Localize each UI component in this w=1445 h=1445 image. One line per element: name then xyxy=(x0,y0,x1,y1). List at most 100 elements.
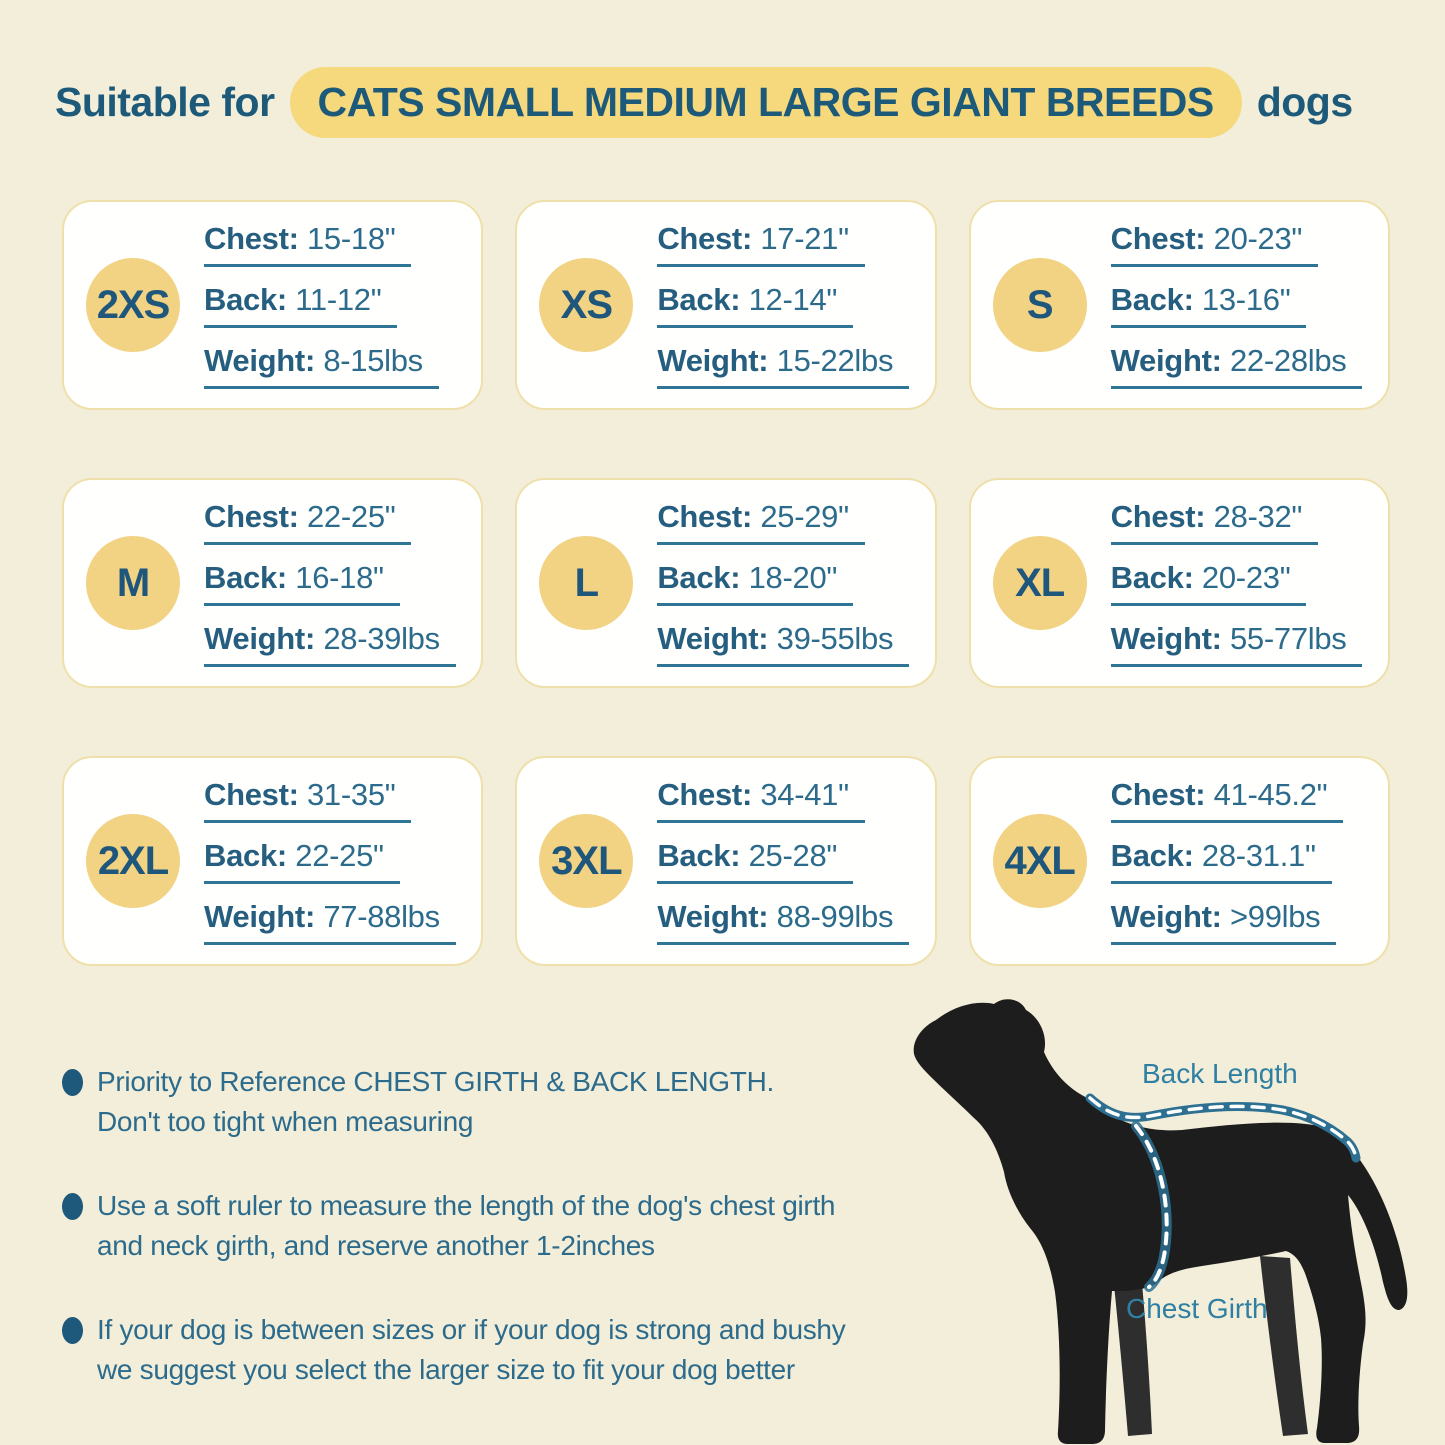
note-item: Use a soft ruler to measure the length o… xyxy=(62,1186,962,1266)
back-value: 11-12" xyxy=(295,282,382,317)
bullet-icon xyxy=(62,1069,83,1096)
back-value: 12-14" xyxy=(748,282,838,317)
spec-chest: Chest: 31-35" xyxy=(204,777,412,823)
weight-value: 88-99lbs xyxy=(776,899,894,934)
note-text: Use a soft ruler to measure the length o… xyxy=(97,1190,836,1261)
weight-label: Weight: xyxy=(204,343,315,378)
size-specs: Chest: 20-23" Back: 13-16" Weight: 22-28… xyxy=(1110,221,1363,389)
weight-label: Weight: xyxy=(657,899,769,934)
note-text: If your dog is between sizes or if your … xyxy=(97,1314,846,1385)
note-item: If your dog is between sizes or if your … xyxy=(62,1310,962,1390)
back-label: Back: xyxy=(657,560,741,595)
chest-value: 17-21" xyxy=(760,221,849,256)
size-badge: 3XL xyxy=(539,814,634,908)
weight-value: 55-77lbs xyxy=(1229,621,1347,656)
back-length-label: Back Length xyxy=(1142,1058,1298,1089)
spec-back: Back: 16-18" xyxy=(204,560,400,606)
spec-chest: Chest: 25-29" xyxy=(657,499,865,545)
size-badge: 2XS xyxy=(86,258,180,352)
size-specs: Chest: 31-35" Back: 22-25" Weight: 77-88… xyxy=(204,777,456,945)
measuring-notes: Priority to Reference CHEST GIRTH & BACK… xyxy=(62,1062,962,1434)
back-value: 25-28" xyxy=(748,838,838,873)
size-badge: S xyxy=(992,258,1087,352)
spec-back: Back: 12-14" xyxy=(657,282,854,328)
title-highlight-pill: CATS SMALL MEDIUM LARGE GIANT BREEDS xyxy=(289,66,1242,138)
size-badge: M xyxy=(86,536,180,630)
spec-weight: Weight: 22-28lbs xyxy=(1110,343,1363,389)
chest-label: Chest: xyxy=(657,221,752,256)
weight-label: Weight: xyxy=(1110,343,1222,378)
chest-value: 15-18" xyxy=(306,221,396,256)
weight-label: Weight: xyxy=(1110,621,1222,656)
chest-label: Chest: xyxy=(204,777,299,812)
chest-girth-dashes xyxy=(1134,1124,1169,1289)
spec-back: Back: 22-25" xyxy=(204,838,400,884)
spec-chest: Chest: 17-21" xyxy=(657,221,865,267)
size-specs: Chest: 25-29" Back: 18-20" Weight: 39-55… xyxy=(657,499,910,667)
spec-weight: Weight: 39-55lbs xyxy=(657,621,910,667)
chest-value: 41-45.2" xyxy=(1213,777,1328,812)
bullet-icon xyxy=(62,1317,83,1344)
spec-weight: Weight: 55-77lbs xyxy=(1110,621,1363,667)
size-specs: Chest: 28-32" Back: 20-23" Weight: 55-77… xyxy=(1110,499,1363,667)
title-suffix: dogs xyxy=(1256,78,1353,125)
weight-value: >99lbs xyxy=(1229,899,1321,934)
spec-chest: Chest: 34-41" xyxy=(657,777,865,823)
chest-label: Chest: xyxy=(1110,777,1206,812)
weight-value: 22-28lbs xyxy=(1229,343,1347,378)
back-value: 18-20" xyxy=(748,560,838,595)
chest-label: Chest: xyxy=(204,221,299,256)
back-label: Back: xyxy=(1110,560,1194,595)
chest-value: 31-35" xyxy=(306,777,396,812)
spec-back: Back: 25-28" xyxy=(657,838,854,884)
chest-value: 22-25" xyxy=(306,499,396,534)
back-value: 28-31.1" xyxy=(1201,838,1316,873)
bullet-icon xyxy=(62,1193,83,1220)
chest-label: Chest: xyxy=(204,499,299,534)
weight-label: Weight: xyxy=(657,621,769,656)
chest-label: Chest: xyxy=(657,777,752,812)
back-label: Back: xyxy=(204,560,287,595)
note-text: Priority to Reference CHEST GIRTH & BACK… xyxy=(97,1066,774,1137)
size-badge: XS xyxy=(539,258,634,352)
back-value: 13-16" xyxy=(1201,282,1291,317)
weight-label: Weight: xyxy=(204,899,315,934)
back-label: Back: xyxy=(657,838,741,873)
spec-weight: Weight: 8-15lbs xyxy=(204,343,439,389)
size-card-m: M Chest: 22-25" Back: 16-18" Weight: 28-… xyxy=(62,478,484,688)
spec-chest: Chest: 20-23" xyxy=(1110,221,1319,267)
weight-label: Weight: xyxy=(1110,899,1222,934)
chest-label: Chest: xyxy=(657,499,752,534)
size-specs: Chest: 15-18" Back: 11-12" Weight: 8-15l… xyxy=(204,221,439,389)
spec-back: Back: 11-12" xyxy=(204,282,398,328)
chest-girth-label: Chest Girth xyxy=(1126,1293,1268,1324)
dog-far-rear-leg xyxy=(1260,1256,1308,1436)
weight-label: Weight: xyxy=(204,621,315,656)
size-card-s: S Chest: 20-23" Back: 13-16" Weight: 22-… xyxy=(968,200,1390,410)
size-badge: XL xyxy=(992,536,1087,630)
back-label: Back: xyxy=(1110,838,1194,873)
weight-value: 39-55lbs xyxy=(776,621,894,656)
back-value: 22-25" xyxy=(295,838,384,873)
back-label: Back: xyxy=(204,838,287,873)
spec-weight: Weight: 88-99lbs xyxy=(657,899,910,945)
back-label: Back: xyxy=(657,282,741,317)
weight-label: Weight: xyxy=(657,343,769,378)
size-specs: Chest: 34-41" Back: 25-28" Weight: 88-99… xyxy=(657,777,910,945)
chest-label: Chest: xyxy=(1110,221,1206,256)
size-specs: Chest: 22-25" Back: 16-18" Weight: 28-39… xyxy=(204,499,456,667)
back-value: 16-18" xyxy=(295,560,384,595)
size-card-2xs: 2XS Chest: 15-18" Back: 11-12" Weight: 8… xyxy=(62,200,484,410)
weight-value: 8-15lbs xyxy=(323,343,423,378)
back-label: Back: xyxy=(204,282,287,317)
size-card-xs: XS Chest: 17-21" Back: 12-14" Weight: 15… xyxy=(515,200,937,410)
size-badge: 2XL xyxy=(86,814,180,908)
chest-label: Chest: xyxy=(1110,499,1206,534)
dog-far-front-leg xyxy=(1114,1283,1152,1436)
size-badge: L xyxy=(539,536,634,630)
size-specs: Chest: 17-21" Back: 12-14" Weight: 15-22… xyxy=(657,221,910,389)
chest-value: 28-32" xyxy=(1213,499,1303,534)
chest-value: 34-41" xyxy=(760,777,849,812)
size-cards-grid: 2XS Chest: 15-18" Back: 11-12" Weight: 8… xyxy=(62,200,1390,966)
back-value: 20-23" xyxy=(1201,560,1291,595)
